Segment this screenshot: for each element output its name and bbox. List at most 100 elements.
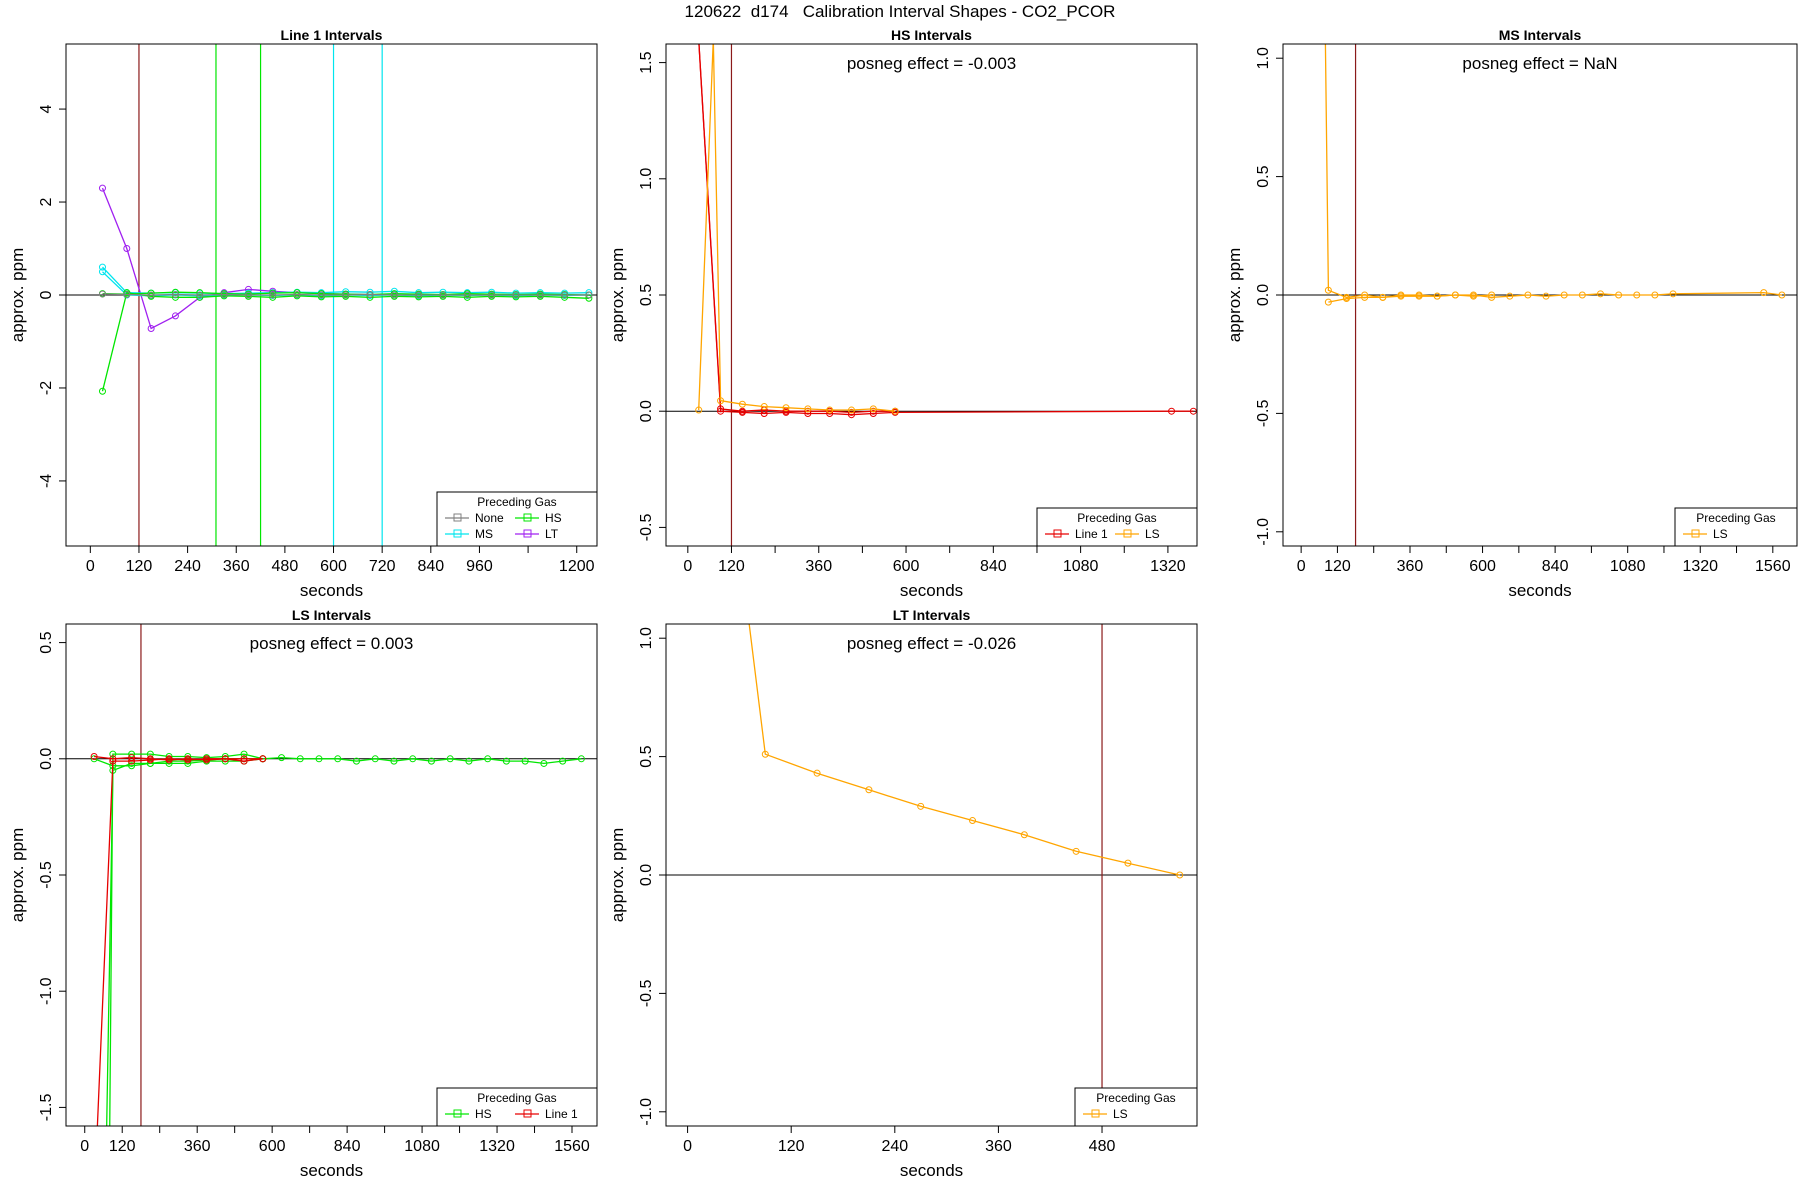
y-tick-label: 1.0 bbox=[638, 168, 655, 190]
x-tick-label: 840 bbox=[980, 558, 1007, 575]
plot-area bbox=[66, 624, 597, 1126]
data-point bbox=[1669, 290, 1677, 298]
data-point bbox=[352, 757, 360, 765]
y-axis-label: approx. ppm bbox=[608, 248, 627, 343]
series-line-hs bbox=[106, 756, 582, 1126]
x-tick-label: 360 bbox=[1397, 558, 1424, 575]
data-point bbox=[695, 406, 703, 414]
x-tick-label: 0 bbox=[86, 558, 95, 575]
x-axis-label: seconds bbox=[300, 1161, 363, 1180]
data-point bbox=[128, 754, 136, 762]
data-point bbox=[90, 755, 98, 763]
data-point bbox=[123, 291, 131, 299]
y-tick-label: 1.0 bbox=[1255, 47, 1272, 69]
y-axis-label: approx. ppm bbox=[8, 248, 27, 343]
data-point bbox=[342, 291, 350, 299]
data-point bbox=[782, 404, 790, 412]
data-point bbox=[1324, 298, 1332, 306]
legend-box bbox=[436, 491, 598, 547]
legend-label: LT bbox=[545, 527, 559, 541]
data-point bbox=[804, 405, 812, 413]
data-point bbox=[826, 406, 834, 414]
x-tick-label: 1080 bbox=[1063, 558, 1099, 575]
x-tick-label: 1080 bbox=[404, 1138, 440, 1155]
plot-frame bbox=[1282, 43, 1798, 547]
legend-label: Line 1 bbox=[1075, 527, 1108, 541]
y-tick-label: 2 bbox=[38, 197, 55, 206]
legend-title: Preceding Gas bbox=[477, 495, 556, 509]
series-line-hs bbox=[109, 753, 263, 1126]
data-point bbox=[738, 407, 746, 415]
legend-label: HS bbox=[545, 511, 562, 525]
data-point bbox=[585, 291, 593, 299]
data-point bbox=[512, 291, 520, 299]
y-tick-label: -1.5 bbox=[38, 1094, 55, 1122]
data-point bbox=[804, 407, 812, 415]
data-point bbox=[1176, 871, 1184, 879]
panel-subtitle: posneg effect = 0.003 bbox=[250, 634, 414, 653]
x-axis-label: seconds bbox=[300, 581, 363, 600]
data-point bbox=[1542, 292, 1550, 300]
data-point bbox=[1651, 291, 1659, 299]
plot-area bbox=[66, 44, 597, 546]
data-point bbox=[109, 755, 117, 763]
legend-swatch-marker bbox=[453, 513, 462, 522]
data-point bbox=[415, 291, 423, 299]
legend-title: Preceding Gas bbox=[1096, 1091, 1175, 1105]
data-point bbox=[847, 406, 855, 414]
x-tick-label: 0 bbox=[80, 1138, 89, 1155]
y-tick-label: 1.0 bbox=[638, 627, 655, 649]
data-point bbox=[710, 36, 716, 42]
series-line-hs bbox=[93, 758, 263, 767]
x-tick-label: 600 bbox=[1469, 558, 1496, 575]
data-point bbox=[1506, 292, 1514, 300]
data-point bbox=[221, 752, 229, 760]
x-tick-label: 1320 bbox=[1150, 558, 1186, 575]
data-point bbox=[1168, 407, 1176, 415]
panel-hs-intervals: HS Intervals posneg effect = -0.003 second… bbox=[608, 27, 1198, 600]
x-tick-label: 120 bbox=[778, 1138, 805, 1155]
legend-label: LS bbox=[1145, 527, 1160, 541]
data-point bbox=[269, 291, 277, 299]
series-line-line-1 bbox=[96, 758, 263, 1126]
y-tick-label: -4 bbox=[38, 474, 55, 488]
data-point bbox=[98, 387, 106, 395]
x-tick-label: 240 bbox=[881, 1138, 908, 1155]
y-tick-label: -0.5 bbox=[38, 861, 55, 889]
y-tick-label: 0.0 bbox=[1255, 284, 1272, 306]
legend-swatch-marker bbox=[1091, 1109, 1100, 1118]
data-point bbox=[98, 290, 106, 298]
data-point bbox=[1469, 292, 1477, 300]
data-point bbox=[146, 755, 154, 763]
data-point bbox=[1415, 292, 1423, 300]
x-tick-label: 960 bbox=[466, 558, 493, 575]
data-point bbox=[296, 755, 304, 763]
panel-title: HS Intervals bbox=[891, 27, 972, 43]
data-point bbox=[1361, 293, 1369, 301]
data-point bbox=[1072, 847, 1080, 855]
data-point bbox=[917, 802, 925, 810]
data-point bbox=[488, 291, 496, 299]
panel-title: MS Intervals bbox=[1499, 27, 1582, 43]
data-point bbox=[240, 757, 248, 765]
x-tick-label: 1320 bbox=[479, 1138, 515, 1155]
plot-area bbox=[1283, 44, 1797, 546]
data-point bbox=[334, 755, 342, 763]
series-line-line-1 bbox=[94, 755, 263, 762]
x-tick-label: 1560 bbox=[554, 1138, 590, 1155]
data-point bbox=[465, 757, 473, 765]
legend-swatch-marker bbox=[453, 1109, 462, 1118]
data-point bbox=[184, 755, 192, 763]
data-point bbox=[869, 407, 877, 415]
x-axis-label: seconds bbox=[900, 1161, 963, 1180]
data-point bbox=[196, 293, 204, 301]
plot-frame bbox=[665, 43, 1198, 547]
data-point bbox=[745, 612, 751, 618]
x-tick-label: 120 bbox=[1324, 558, 1351, 575]
legend-label: HS bbox=[475, 1107, 492, 1121]
series-line-line-1 bbox=[698, 44, 1194, 416]
data-point bbox=[1433, 292, 1441, 300]
plot-frame bbox=[665, 623, 1198, 1127]
data-point bbox=[390, 291, 398, 299]
data-point bbox=[1488, 293, 1496, 301]
